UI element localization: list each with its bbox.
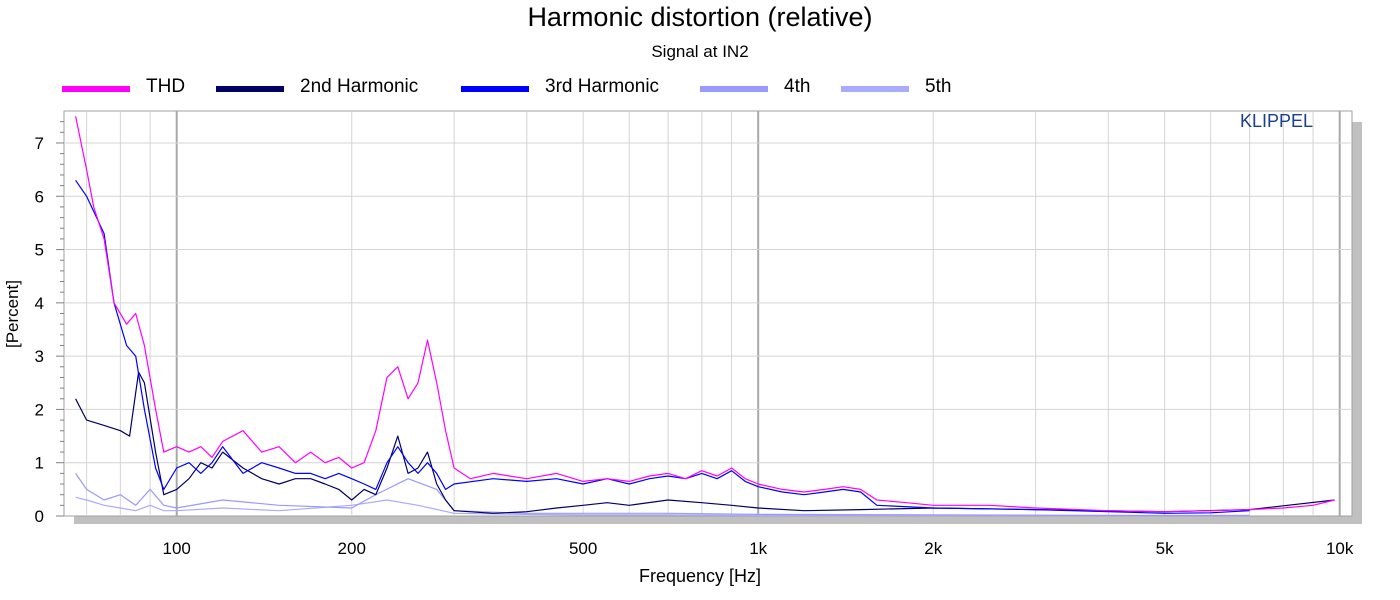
x-tick-label: 10k xyxy=(1326,539,1354,558)
legend-swatch-2nd-harmonic xyxy=(216,86,284,92)
legend-label-2nd-harmonic: 2nd Harmonic xyxy=(300,76,419,97)
series-line-thd xyxy=(75,116,1335,513)
y-tick-label: 5 xyxy=(35,241,44,260)
legend-label-5th: 5th xyxy=(925,76,952,97)
x-axis: 100 200 500 1k 2k 5k 10k xyxy=(163,539,1354,558)
x-tick-label: 1k xyxy=(749,539,767,558)
y-tick-label: 0 xyxy=(35,507,44,526)
x-tick-label: 200 xyxy=(338,539,366,558)
y-tick-label: 7 xyxy=(35,134,44,153)
y-axis-label: [Percent] xyxy=(3,279,22,349)
plot-shadow-bottom xyxy=(74,516,1362,524)
x-tick-label: 5k xyxy=(1156,539,1174,558)
legend-label-4th: 4th xyxy=(784,76,811,97)
x-axis-label: Frequency [Hz] xyxy=(638,566,762,586)
grid xyxy=(64,111,1352,516)
y-tick-label: 2 xyxy=(35,400,44,419)
y-tick-label: 6 xyxy=(35,187,44,206)
series-line-4th xyxy=(75,473,1250,517)
chart-title: Harmonic distortion (relative) xyxy=(527,2,873,32)
y-tick-label: 3 xyxy=(35,347,44,366)
legend-label-3rd-harmonic: 3rd Harmonic xyxy=(545,76,660,97)
legend-swatch-thd xyxy=(62,86,130,92)
y-axis: 0 1 2 3 4 5 6 7 xyxy=(35,121,64,526)
klippel-watermark: KLIPPEL xyxy=(1240,111,1314,131)
x-tick-label: 2k xyxy=(924,539,942,558)
x-tick-label: 500 xyxy=(569,539,597,558)
plot-shadow-right xyxy=(1352,122,1362,524)
chart-subtitle: Signal at IN2 xyxy=(651,42,749,61)
series-line-5th xyxy=(75,496,1250,517)
plot-area xyxy=(63,110,1353,517)
series-line-3rd-harmonic xyxy=(75,179,1250,514)
y-tick-label: 1 xyxy=(35,454,44,473)
legend-swatch-4th xyxy=(700,86,768,92)
series-line-2nd-harmonic xyxy=(75,371,1335,514)
legend-swatch-3rd-harmonic xyxy=(461,86,529,92)
legend-swatch-5th xyxy=(841,86,909,92)
series-group xyxy=(75,116,1335,517)
y-tick-label: 4 xyxy=(35,294,44,313)
legend-label-thd: THD xyxy=(146,76,186,97)
x-tick-label: 100 xyxy=(163,539,191,558)
